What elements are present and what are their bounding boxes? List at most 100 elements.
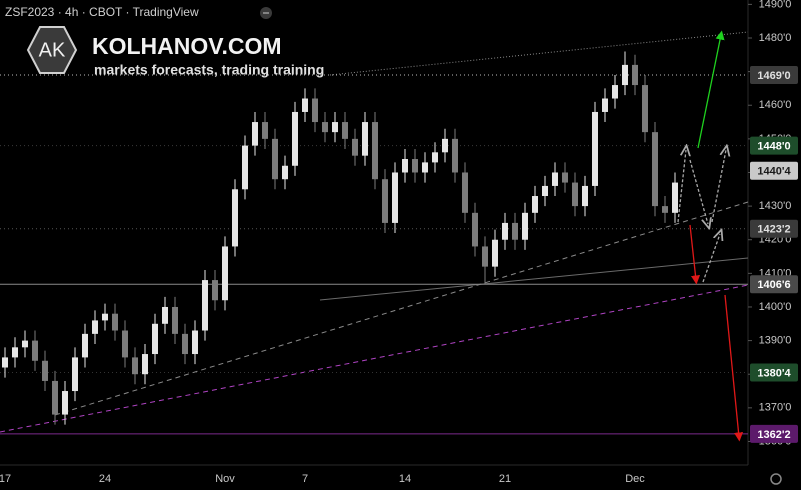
candle-body xyxy=(332,122,338,133)
candle-body xyxy=(652,132,658,207)
candle-body xyxy=(32,340,38,361)
candle-body xyxy=(152,323,158,355)
brand: AK KOLHANOV.COM markets forecasts, tradi… xyxy=(26,26,324,78)
candle-body xyxy=(452,138,458,173)
candle-body xyxy=(352,138,358,156)
x-tick-label: 24 xyxy=(99,473,111,485)
candle-body xyxy=(442,138,448,153)
candle-body xyxy=(252,122,258,146)
candle-body xyxy=(362,122,368,156)
candle-body xyxy=(522,212,528,240)
candle-body xyxy=(62,391,68,415)
candle-body xyxy=(142,354,148,375)
price-label-box xyxy=(750,161,798,180)
candle-body xyxy=(192,330,198,355)
logo-shape xyxy=(26,26,78,74)
candle-body xyxy=(172,306,178,334)
candle-body xyxy=(52,380,58,415)
candle-body xyxy=(572,182,578,207)
candle-body xyxy=(632,64,638,86)
candle-body xyxy=(642,85,648,133)
candle-body xyxy=(122,330,128,358)
candle-body xyxy=(662,206,668,213)
candle-body xyxy=(542,185,548,197)
brand-tagline: markets forecasts, trading training xyxy=(94,62,324,78)
arrow xyxy=(689,159,708,224)
candle-body xyxy=(282,165,288,180)
candle-body xyxy=(222,246,228,301)
candle-body xyxy=(552,172,558,186)
candle-body xyxy=(502,222,508,240)
price-label: 1406'6 xyxy=(757,279,790,291)
arrow xyxy=(689,224,701,285)
candle-body xyxy=(392,172,398,223)
candle-body xyxy=(312,98,318,123)
candle-body xyxy=(102,313,108,321)
candle-body xyxy=(12,347,18,358)
price-label: 1469'0 xyxy=(757,70,790,82)
candle-body xyxy=(492,239,498,267)
candle-body xyxy=(182,333,188,355)
candle-body xyxy=(672,182,678,213)
candle-body xyxy=(92,320,98,334)
candle-body xyxy=(472,212,478,247)
candle-body xyxy=(242,145,248,190)
trend-line xyxy=(54,201,749,416)
y-tick-label: 1390'0 xyxy=(759,335,792,347)
candle-body xyxy=(582,185,588,207)
trend-line xyxy=(329,31,749,76)
y-tick-label: 1400'0 xyxy=(759,301,792,313)
trend-line xyxy=(319,257,749,301)
candle-body xyxy=(562,172,568,183)
x-tick-label: 17 xyxy=(0,473,11,485)
candle-body xyxy=(462,172,468,213)
logo-text: AK xyxy=(39,39,66,61)
candle-body xyxy=(2,357,8,368)
candles xyxy=(0,51,748,435)
price-label-box xyxy=(750,424,798,443)
candle-body xyxy=(302,98,308,112)
arrow xyxy=(711,150,726,223)
chart-title: ZSF2023 · 4h · CBOT · TradingView xyxy=(5,5,199,19)
candle-body xyxy=(22,340,28,348)
settings-icon[interactable] xyxy=(770,473,782,485)
candle-body xyxy=(382,179,388,223)
price-label: 1423'2 xyxy=(757,224,790,236)
arrow xyxy=(724,294,744,442)
y-tick-label: 1430'0 xyxy=(759,200,792,212)
arrow xyxy=(677,150,686,223)
candle-body xyxy=(292,111,298,166)
candle-body xyxy=(612,85,618,99)
price-label: 1380'4 xyxy=(757,367,791,379)
price-label-box xyxy=(750,65,798,84)
candle-body xyxy=(112,313,118,331)
candle-body xyxy=(232,189,238,247)
candle-body xyxy=(322,122,328,133)
price-label-box xyxy=(750,275,798,294)
price-label: 1362'2 xyxy=(757,429,790,441)
candle-body xyxy=(132,357,138,375)
drawings xyxy=(0,31,749,433)
x-tick-label: 7 xyxy=(302,473,308,485)
price-label-box xyxy=(750,136,798,155)
brand-name: KOLHANOV.COM xyxy=(92,33,282,59)
price-label-box xyxy=(750,363,798,382)
candle-body xyxy=(72,357,78,392)
candle-body xyxy=(412,159,418,173)
candle-body xyxy=(602,98,608,112)
candle-body xyxy=(402,159,408,173)
arrows xyxy=(677,30,744,442)
candle-body xyxy=(622,64,628,86)
candle-body xyxy=(432,152,438,163)
candle-body xyxy=(592,111,598,186)
candle-body xyxy=(342,122,348,139)
x-tick-label: Nov xyxy=(215,473,235,485)
candle-body xyxy=(262,122,268,139)
y-tick-label: 1370'0 xyxy=(759,402,792,414)
candle-body xyxy=(532,196,538,213)
candle-body xyxy=(162,306,168,324)
candle-body xyxy=(512,222,518,240)
x-tick-label: Dec xyxy=(625,473,645,485)
y-tick-label: 1480'0 xyxy=(759,32,792,44)
